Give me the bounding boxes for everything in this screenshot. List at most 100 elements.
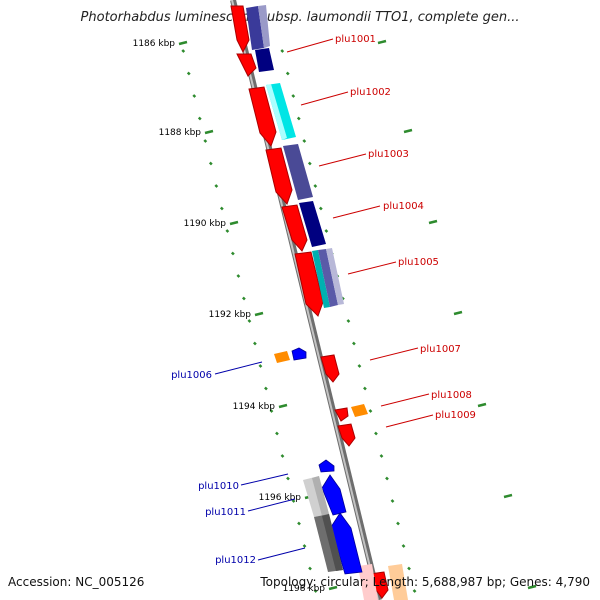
kbp-tick-mark (204, 129, 214, 135)
gene-label-plu1001[interactable]: plu1001 (335, 34, 376, 45)
accession-text: Accession: NC_005126 (8, 575, 145, 589)
inner-guide-dot (236, 274, 241, 278)
kbp-tick-label: 1190 kbp (184, 219, 227, 229)
kbp-tick-mark-outer (453, 310, 463, 316)
inner-guide-dot (258, 364, 263, 368)
feature-block-plu1000-b[interactable] (258, 5, 270, 48)
feature-block-plu1005-c[interactable] (326, 248, 344, 305)
inner-guide-dot (308, 566, 312, 571)
gene-arrow-plu1012-rev[interactable] (330, 512, 363, 575)
gene-arrow-plu1007-fwd[interactable] (320, 354, 340, 383)
reverse-gene-track (274, 347, 363, 575)
kbp-tick-mark (229, 220, 239, 226)
kbp-ticks: 1186 kbp 1188 kbp 1190 kbp 1192 kbp 1194 kbp… (133, 39, 537, 594)
outer-guide-dot (302, 139, 307, 143)
gene-label-plu1009[interactable]: plu1009 (435, 410, 476, 421)
kbp-tick-mark (328, 585, 338, 591)
feature-block-plu1008[interactable] (351, 404, 368, 417)
gene-arrow-plu1003-fwd[interactable] (265, 147, 293, 205)
feature-block-plu1006[interactable] (274, 351, 290, 363)
kbp-tick-mark-outer (403, 128, 413, 134)
gene-arrow-plu1000-fwd[interactable] (230, 5, 250, 54)
feature-block-plu1004[interactable] (299, 201, 326, 247)
inner-guide-dot (253, 341, 257, 346)
kbp-tick-label: 1196 kbp (259, 493, 302, 503)
outer-guide-dot (296, 116, 301, 121)
genome-summary-text: Topology: circular; Length: 5,688,987 bp… (260, 575, 590, 589)
outer-guide-dot (396, 521, 400, 526)
inner-guide-dot (230, 251, 235, 256)
kbp-tick-mark-outer (428, 219, 438, 225)
outer-guide-dot (379, 454, 384, 458)
outer-guide-dot (318, 206, 323, 211)
inner-guide-dot (280, 454, 285, 458)
gene-label-plu1012[interactable]: plu1012 (215, 555, 256, 566)
inner-guide-dot (286, 476, 290, 481)
kbp-tick-label: 1194 kbp (233, 402, 276, 412)
outer-guide-dot (324, 229, 329, 233)
inner-guide-dot (186, 71, 191, 76)
outer-guide-dot (307, 161, 312, 166)
kbp-tick-label: 1188 kbp (159, 128, 202, 138)
outer-guide-dot (390, 499, 395, 503)
kbp-tick-mark (254, 311, 264, 317)
gene-labels: plu1001 plu1002 plu1003 plu1004 plu1005 … (171, 34, 476, 566)
inner-guide-dot (208, 161, 213, 166)
gene-arrow-plu1010-rev[interactable] (318, 459, 335, 473)
gene-label-plu1007[interactable]: plu1007 (420, 344, 461, 355)
outer-guide-dot (357, 364, 362, 368)
gene-arrow-plu1011-rev[interactable] (321, 474, 347, 516)
feature-block-extra-a[interactable] (358, 564, 378, 600)
kbp-tick-mark-outer (503, 493, 513, 499)
outer-guide-dot (352, 341, 356, 346)
kbp-tick-label: 1192 kbp (209, 310, 252, 320)
gene-label-plu1006[interactable]: plu1006 (171, 370, 212, 381)
gene-arrow-plu1005-fwd[interactable] (294, 251, 324, 317)
feature-block-plu1003[interactable] (283, 144, 313, 200)
outer-guide-dot (401, 544, 406, 548)
gene-label-plu1008[interactable]: plu1008 (431, 390, 472, 401)
outer-guide-dot (280, 49, 285, 53)
outer-guide-dot (291, 94, 296, 98)
kbp-tick-label: 1198 kbp (283, 584, 326, 594)
feature-track (246, 5, 408, 600)
feature-block-plu1000[interactable] (246, 6, 264, 50)
gene-arrow-plu1008-fwd[interactable] (334, 407, 349, 422)
feature-block-plu1002-edge (266, 84, 287, 140)
gene-arrow-plu1006-rev[interactable] (291, 347, 307, 361)
map-title: Photorhabdus luminescens subsp. laumondi… (80, 10, 520, 25)
feature-block-plu1001[interactable] (255, 48, 274, 72)
gene-label-plu1003[interactable]: plu1003 (368, 149, 409, 160)
inner-guide-dot (302, 544, 307, 548)
gene-label-plu1002[interactable]: plu1002 (350, 87, 391, 98)
inner-guide-dot (225, 229, 230, 233)
outer-guide-dot (407, 566, 411, 571)
inner-guide-dot (291, 499, 296, 503)
gene-arrow-plu1004-fwd[interactable] (281, 204, 308, 252)
inner-guide-dot (214, 184, 219, 188)
gene-arrow-plu1009-fwd[interactable] (337, 423, 356, 447)
feature-block-extra-b[interactable] (388, 564, 408, 600)
inner-guide-dot (297, 521, 301, 526)
kbp-tick-mark (278, 403, 288, 409)
outer-guide-dot (346, 319, 351, 323)
outer-guide-dot (385, 476, 389, 481)
gene-label-plu1005[interactable]: plu1005 (398, 257, 439, 268)
gene-label-plu1010[interactable]: plu1010 (198, 481, 239, 492)
feature-block-plu1005-a[interactable] (312, 250, 330, 308)
inner-guide-dot (313, 589, 318, 593)
gene-arrow-plu1002-fwd[interactable] (248, 86, 277, 147)
gene-arrow-plu1001-fwd[interactable] (236, 53, 257, 77)
feature-block-plu1005-b[interactable] (318, 249, 338, 307)
gene-label-plu1011[interactable]: plu1011 (205, 507, 246, 518)
inner-guide-dot (242, 296, 246, 301)
kbp-tick-mark (178, 40, 188, 46)
inner-guide-dot (197, 116, 202, 121)
gene-label-plu1004[interactable]: plu1004 (383, 201, 424, 212)
outer-guide-dot (363, 386, 367, 391)
inner-guide-dot (203, 139, 208, 143)
kbp-tick-label: 1186 kbp (133, 39, 176, 49)
label-leaders (214, 38, 434, 561)
grey-block-plu1012-shade (322, 514, 343, 571)
